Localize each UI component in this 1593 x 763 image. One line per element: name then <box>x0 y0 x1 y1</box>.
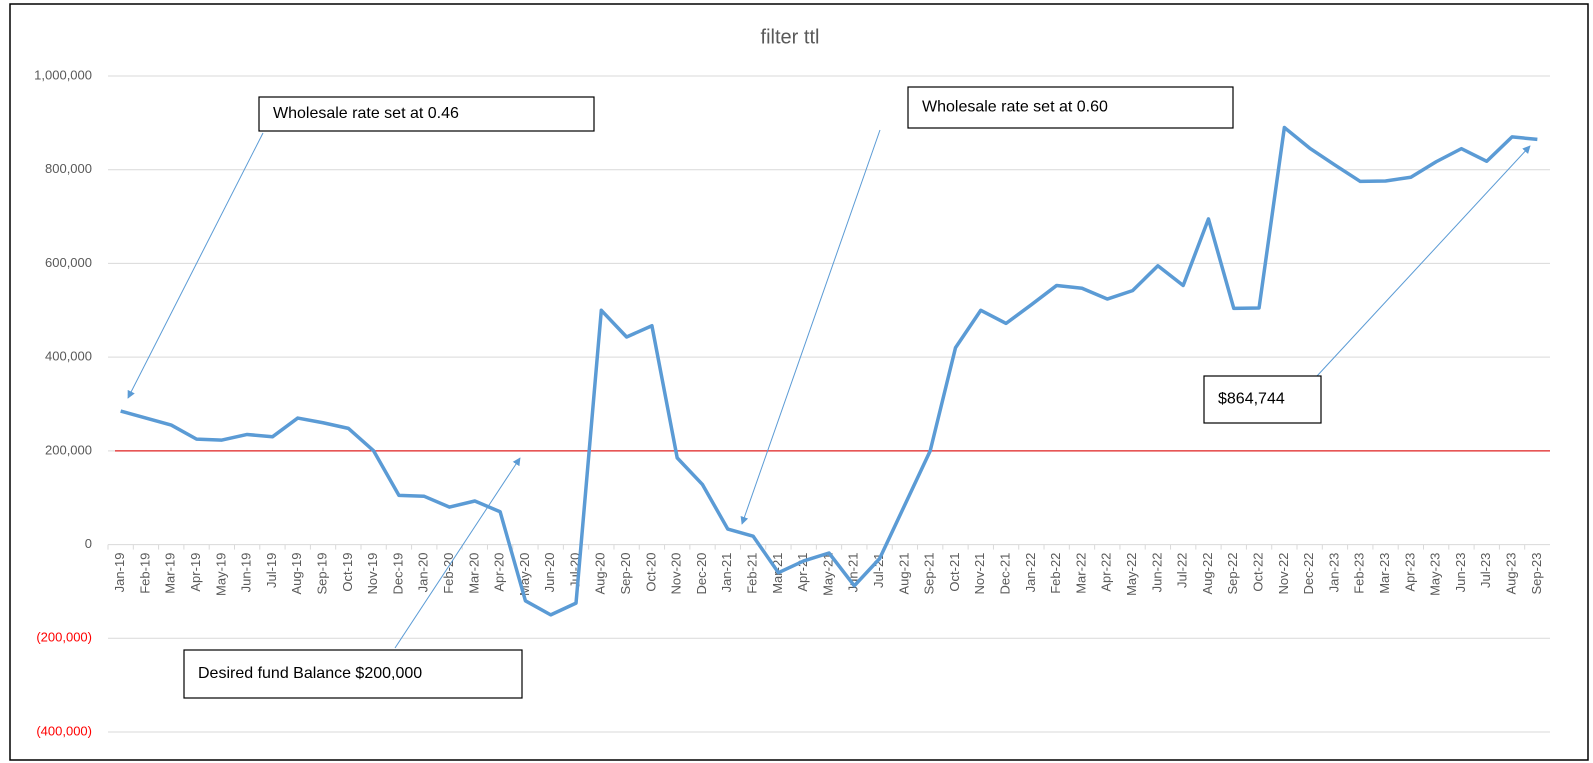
x-tick-label: Jul-22 <box>1175 553 1190 588</box>
x-tick-label: Sep-19 <box>314 553 329 595</box>
x-tick-label: Feb-20 <box>441 553 456 594</box>
y-tick-label: (400,000) <box>36 723 92 738</box>
y-tick-label: 0 <box>85 536 92 551</box>
y-tick-label: 200,000 <box>45 442 92 457</box>
x-tick-label: Apr-19 <box>188 553 203 592</box>
x-tick-label: Oct-22 <box>1251 553 1266 592</box>
x-tick-label: May-23 <box>1428 553 1443 596</box>
chart-frame <box>9 3 1589 761</box>
annotation-arrow <box>1316 145 1531 377</box>
x-tick-label: Jan-22 <box>1023 553 1038 593</box>
x-tick-label: Apr-23 <box>1402 553 1417 592</box>
x-tick-label: Feb-21 <box>745 553 760 594</box>
y-tick-label: 1,000,000 <box>34 67 92 82</box>
annotation-arrow <box>394 457 521 649</box>
y-tick-label: 600,000 <box>45 255 92 270</box>
annotation-box <box>258 96 595 132</box>
x-tick-label: Jan-21 <box>719 553 734 593</box>
annotation: Wholesale rate set at 0.60 <box>922 99 1108 116</box>
data-line <box>120 125 1538 617</box>
x-tick-label: Aug-19 <box>289 553 304 595</box>
x-tick-label: Jan-20 <box>416 553 431 593</box>
x-tick-label: Feb-22 <box>1048 553 1063 594</box>
x-tick-label: May-19 <box>213 553 228 596</box>
x-tick-label: Jul-23 <box>1478 553 1493 588</box>
x-tick-label: Jun-23 <box>1453 553 1468 593</box>
annotation: Desired fund Balance $200,000 <box>198 665 422 682</box>
x-tick-label: Sep-20 <box>618 553 633 595</box>
x-tick-label: Aug-22 <box>1200 553 1215 595</box>
x-tick-label: Apr-20 <box>492 553 507 592</box>
annotation-box <box>907 86 1234 129</box>
annotation-arrow <box>740 129 881 525</box>
y-tick-label: 800,000 <box>45 161 92 176</box>
x-tick-label: Nov-21 <box>972 553 987 595</box>
x-tick-label: Feb-19 <box>137 553 152 594</box>
annotation-box <box>1203 375 1322 424</box>
x-tick-label: Feb-23 <box>1352 553 1367 594</box>
x-tick-label: Nov-22 <box>1276 553 1291 595</box>
y-tick-label: 400,000 <box>45 349 92 364</box>
chart-title: filter ttl <box>761 26 820 48</box>
annotation: $864,744 <box>1218 391 1285 408</box>
x-tick-label: Mar-19 <box>163 553 178 594</box>
x-tick-label: Aug-23 <box>1503 553 1518 595</box>
x-tick-label: Nov-20 <box>669 553 684 595</box>
x-tick-label: May-21 <box>820 553 835 596</box>
x-tick-label: Jan-23 <box>1326 553 1341 593</box>
x-tick-label: Mar-23 <box>1377 553 1392 594</box>
x-tick-label: Sep-21 <box>922 553 937 595</box>
x-tick-label: Jun-20 <box>542 553 557 593</box>
x-tick-label: Jul-19 <box>264 553 279 588</box>
x-tick-label: Oct-21 <box>947 553 962 592</box>
x-tick-label: Dec-22 <box>1301 553 1316 595</box>
x-tick-label: Aug-21 <box>896 553 911 595</box>
annotation-box <box>183 649 523 699</box>
x-tick-label: Sep-22 <box>1225 553 1240 595</box>
x-tick-label: Jun-19 <box>239 553 254 593</box>
x-tick-label: Oct-20 <box>643 553 658 592</box>
y-tick-label: (200,000) <box>36 630 92 645</box>
x-tick-label: May-22 <box>1124 553 1139 596</box>
x-tick-label: Dec-20 <box>694 553 709 595</box>
x-tick-label: Dec-19 <box>390 553 405 595</box>
x-tick-label: Aug-20 <box>593 553 608 595</box>
x-tick-label: Nov-19 <box>365 553 380 595</box>
x-tick-label: Oct-19 <box>340 553 355 592</box>
annotation: Wholesale rate set at 0.46 <box>273 105 459 122</box>
x-tick-label: Apr-22 <box>1099 553 1114 592</box>
annotation-arrow <box>127 132 264 399</box>
x-tick-label: Mar-22 <box>1073 553 1088 594</box>
x-tick-label: Jun-22 <box>1149 553 1164 593</box>
x-tick-label: Jan-19 <box>112 553 127 593</box>
x-tick-label: Dec-21 <box>998 553 1013 595</box>
x-tick-label: Mar-20 <box>466 553 481 594</box>
x-tick-label: Sep-23 <box>1529 553 1544 595</box>
